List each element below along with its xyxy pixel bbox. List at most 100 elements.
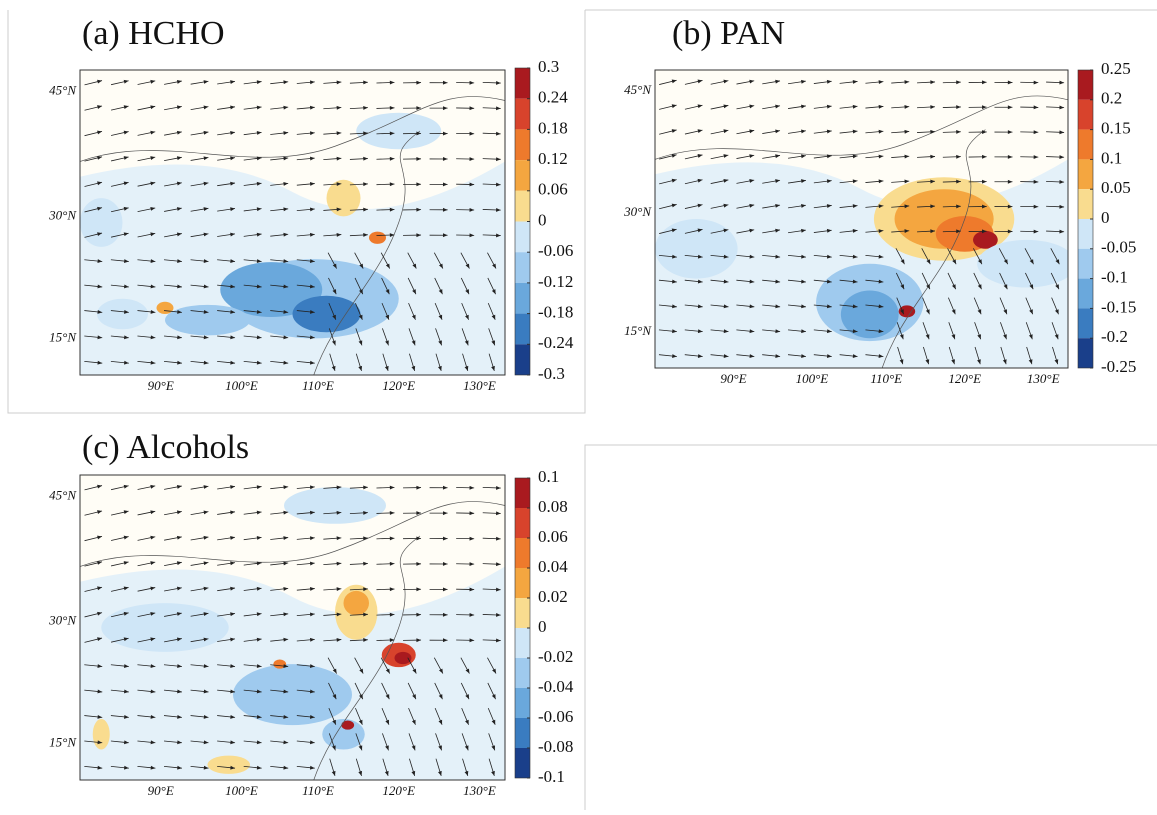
- lon-label: 100°E: [796, 371, 829, 386]
- colorbar-label: 0: [538, 210, 547, 229]
- concentration-patch: [101, 603, 229, 652]
- colorbar-segment: [1078, 308, 1093, 338]
- colorbar-label: 0.24: [538, 88, 568, 107]
- lat-label: 45°N: [624, 82, 652, 97]
- colorbar-segment: [515, 160, 530, 191]
- colorbar-segment: [1078, 189, 1093, 219]
- colorbar-segment: [515, 99, 530, 130]
- concentration-patch: [165, 305, 250, 336]
- colorbar-label: 0.1: [1101, 148, 1122, 167]
- concentration-patch: [157, 302, 174, 314]
- lon-label: 90°E: [148, 783, 174, 798]
- lon-label: 110°E: [870, 371, 902, 386]
- lat-label: 30°N: [48, 207, 77, 222]
- lon-label: 130°E: [463, 378, 496, 393]
- lon-label: 120°E: [382, 378, 415, 393]
- map: [80, 475, 505, 795]
- colorbar-label: -0.18: [538, 303, 573, 322]
- colorbar-label: -0.25: [1101, 357, 1136, 376]
- colorbar-segment: [515, 598, 530, 628]
- colorbar-label: -0.04: [538, 677, 574, 696]
- colorbar-label: -0.15: [1101, 297, 1136, 316]
- colorbar-segment: [515, 283, 530, 314]
- colorbar-label: -0.06: [538, 707, 573, 726]
- colorbar-label: -0.2: [1101, 327, 1128, 346]
- lat-label: 15°N: [49, 734, 77, 749]
- colorbar-segment: [1078, 338, 1093, 368]
- colorbar-label: 0: [538, 617, 547, 636]
- lon-label: 110°E: [302, 378, 334, 393]
- lon-label: 130°E: [463, 783, 496, 798]
- panel-title: (a) HCHO: [82, 15, 225, 52]
- colorbar-segment: [515, 252, 530, 283]
- colorbar-label: 0.12: [538, 149, 568, 168]
- frame: [585, 445, 1157, 810]
- colorbar-label: -0.02: [538, 647, 573, 666]
- colorbar-label: 0.18: [538, 118, 568, 137]
- colorbar-segment: [515, 344, 530, 375]
- colorbar-segment: [515, 538, 530, 568]
- map: [80, 70, 505, 390]
- colorbar-segment: [515, 688, 530, 718]
- concentration-patch: [977, 240, 1076, 288]
- colorbar-label: -0.08: [538, 737, 573, 756]
- colorbar-label: 0.1: [538, 467, 559, 486]
- colorbar-label: -0.24: [538, 333, 574, 352]
- concentration-patch: [293, 296, 361, 333]
- colorbar-segment: [515, 508, 530, 538]
- concentration-patch: [395, 652, 412, 664]
- concentration-patch: [208, 756, 251, 774]
- colorbar-label: 0.04: [538, 557, 568, 576]
- lon-label: 100°E: [225, 783, 258, 798]
- concentration-patch: [344, 591, 370, 615]
- lon-label: 100°E: [225, 378, 258, 393]
- colorbar-label: 0.2: [1101, 89, 1122, 108]
- concentration-patch: [80, 198, 123, 247]
- colorbar-segment: [1078, 219, 1093, 249]
- colorbar-segment: [515, 222, 530, 253]
- concentration-patch: [655, 219, 738, 279]
- colorbar-segment: [1078, 100, 1093, 130]
- colorbar-label: -0.06: [538, 241, 573, 260]
- colorbar-segment: [1078, 249, 1093, 279]
- colorbar-segment: [515, 68, 530, 99]
- colorbar-label: 0.02: [538, 587, 568, 606]
- lat-label: 45°N: [49, 82, 77, 97]
- lat-label: 45°N: [49, 487, 77, 502]
- colorbar-label: -0.1: [538, 767, 565, 786]
- concentration-patch: [93, 719, 110, 750]
- colorbar-segment: [515, 748, 530, 778]
- lon-label: 90°E: [148, 378, 174, 393]
- lat-label: 15°N: [49, 329, 77, 344]
- colorbar-segment: [515, 191, 530, 222]
- concentration-patch: [97, 299, 148, 330]
- colorbar-label: 0: [1101, 208, 1110, 227]
- colorbar-label: 0.06: [538, 527, 568, 546]
- colorbar-segment: [1078, 159, 1093, 189]
- colorbar-label: 0.05: [1101, 178, 1131, 197]
- colorbar-segment: [515, 658, 530, 688]
- colorbar-segment: [515, 314, 530, 345]
- concentration-patch: [356, 113, 441, 150]
- lat-label: 30°N: [623, 204, 652, 219]
- colorbar-segment: [1078, 130, 1093, 160]
- colorbar-label: 0.08: [538, 497, 568, 516]
- lon-label: 110°E: [302, 783, 334, 798]
- lon-label: 120°E: [382, 783, 415, 798]
- concentration-patch: [284, 487, 386, 524]
- colorbar-segment: [515, 478, 530, 508]
- lon-label: 130°E: [1027, 371, 1060, 386]
- lon-label: 90°E: [720, 371, 746, 386]
- colorbar-segment: [515, 628, 530, 658]
- colorbar-label: 0.15: [1101, 119, 1131, 138]
- lat-label: 30°N: [48, 612, 77, 627]
- panel-title: (c) Alcohols: [82, 429, 249, 466]
- colorbar-label: 0.25: [1101, 59, 1131, 78]
- colorbar-segment: [1078, 279, 1093, 309]
- panel-title: (b) PAN: [672, 15, 785, 52]
- colorbar-segment: [515, 129, 530, 160]
- concentration-patch: [341, 721, 354, 730]
- colorbar-label: -0.12: [538, 272, 573, 291]
- concentration-patch: [369, 232, 386, 244]
